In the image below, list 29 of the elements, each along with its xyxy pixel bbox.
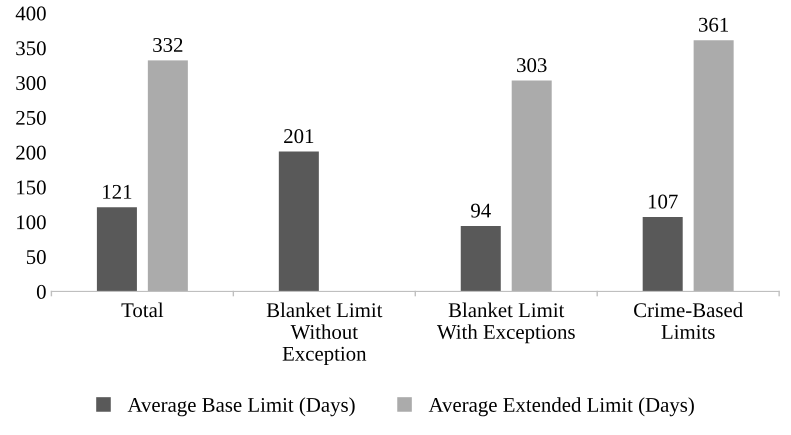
bar xyxy=(460,226,501,292)
y-tick-label: 250 xyxy=(16,110,46,125)
y-tick-label: 100 xyxy=(17,215,46,230)
data-label: 121 xyxy=(103,184,132,199)
bar xyxy=(512,80,552,292)
x-tick-label: Crime-Based Limits xyxy=(634,302,743,340)
x-tick-label: Total xyxy=(122,302,164,318)
legend-label: Average Base Limit (Days) xyxy=(128,397,355,416)
bar xyxy=(278,152,319,292)
x-tick-label: Blanket Limit Without Exception xyxy=(266,302,382,366)
data-label: 107 xyxy=(648,194,678,209)
bar xyxy=(642,216,683,292)
data-label: 332 xyxy=(153,38,182,52)
data-label: 201 xyxy=(284,129,314,144)
y-tick-label: 400 xyxy=(16,6,46,20)
y-tick-label: 350 xyxy=(16,41,46,56)
y-tick-label: 200 xyxy=(16,146,46,160)
bar xyxy=(96,207,137,292)
y-tick-label: 150 xyxy=(17,180,46,194)
data-label: 361 xyxy=(699,18,728,32)
legend-label: Average Extended Limit (Days) xyxy=(428,397,694,416)
data-label: 303 xyxy=(517,58,547,72)
y-tick-label: 0 xyxy=(36,284,46,299)
bar xyxy=(694,40,734,292)
bar xyxy=(148,60,188,292)
data-label: 94 xyxy=(471,204,491,218)
y-tick-label: 300 xyxy=(16,76,46,90)
y-tick-label: 50 xyxy=(26,250,46,264)
x-tick-label: Blanket Limit With Exceptions xyxy=(436,302,575,344)
